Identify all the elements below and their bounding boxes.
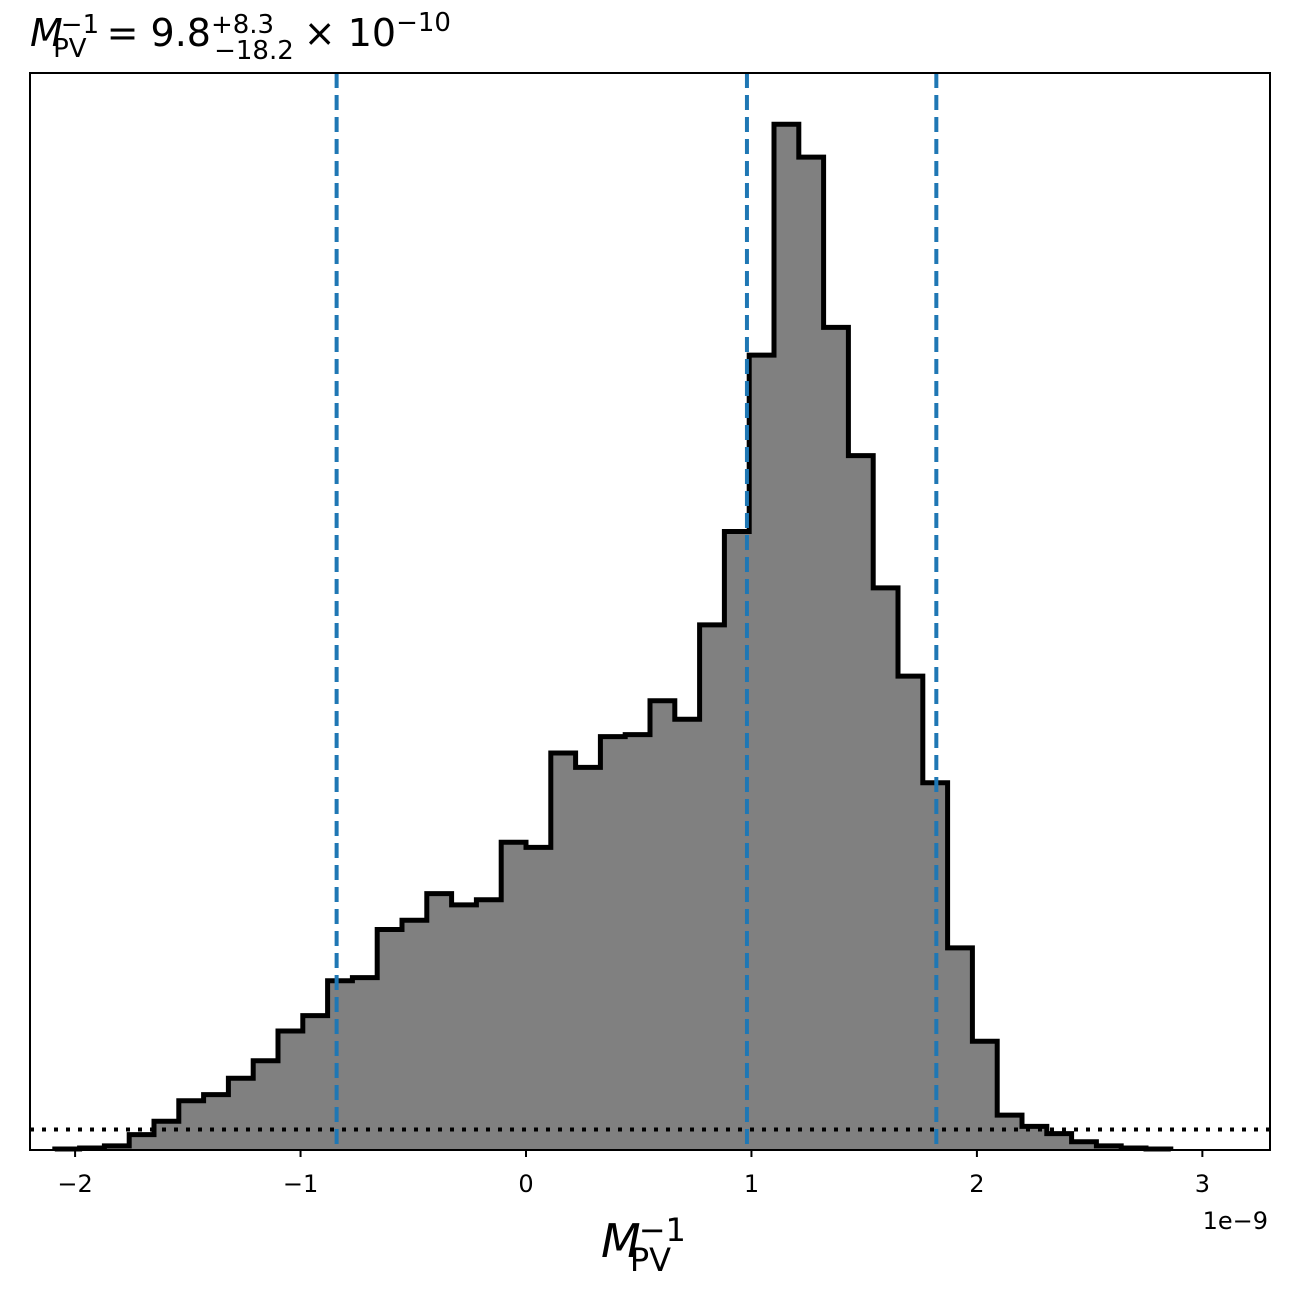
histogram-bar [774, 124, 800, 1150]
histogram-bar [253, 1060, 279, 1150]
histogram-bar [476, 899, 502, 1150]
x-axis-ticks: −2 −1 0 1 2 3 [57, 1150, 1210, 1198]
x-axis-label: M−1 PV [601, 1211, 686, 1279]
histogram-bar [823, 327, 849, 1150]
histogram-outline [52, 121, 1174, 1152]
histogram-bar [749, 355, 775, 1151]
histogram-bar [203, 1094, 229, 1150]
histogram-bar [848, 455, 874, 1150]
histogram-bar [898, 676, 924, 1150]
histogram-bar [178, 1100, 205, 1150]
title-minus-error: −18.2 [214, 36, 294, 66]
histogram-bar [997, 1115, 1023, 1150]
x-tick-label: 1 [744, 1170, 759, 1198]
x-tick-label: −2 [57, 1170, 92, 1198]
histogram-bar [426, 893, 453, 1150]
xlabel-sup: −1 [639, 1211, 686, 1249]
xlabel-sub: PV [630, 1241, 671, 1279]
x-tick-label: 0 [518, 1170, 533, 1198]
xlabel-symbol: M [601, 1214, 641, 1268]
histogram-bar [947, 947, 973, 1150]
chart-title: M−1 PV = 9.8+8.3 −18.2 × 10−10 [30, 8, 451, 66]
histogram-bar [451, 904, 477, 1150]
histogram-bar [575, 767, 601, 1150]
histogram-bar [972, 1041, 998, 1150]
title-multiplier: × 10 [304, 11, 396, 55]
histogram-bar [501, 842, 527, 1150]
histogram-bar [1046, 1133, 1073, 1150]
plot-area [30, 73, 1270, 1152]
histogram-bar [699, 624, 725, 1150]
x-offset-text: 1e−9 [1203, 1207, 1268, 1235]
histogram-bar [402, 920, 428, 1150]
histogram-bar [550, 753, 577, 1150]
histogram-bar [650, 700, 676, 1150]
title-value: = 9.8 [107, 11, 211, 55]
histogram-bar [327, 980, 353, 1150]
histogram-bar [798, 157, 825, 1150]
histogram-bar [873, 587, 899, 1150]
title-symbol-sub: PV [53, 34, 87, 64]
x-tick-label: 2 [969, 1170, 984, 1198]
histogram-bar [600, 736, 626, 1150]
histogram-bar [1022, 1126, 1048, 1150]
title-plus-error: +8.3 [211, 10, 274, 40]
histogram-bar [377, 929, 403, 1150]
histogram-bar [625, 734, 651, 1150]
histogram-bar [278, 1031, 304, 1150]
histogram-bar [228, 1078, 254, 1150]
histogram-bar [129, 1134, 155, 1150]
axes-frame [29, 72, 1271, 1151]
x-tick-label: −1 [283, 1170, 318, 1198]
title-exponent: −10 [396, 8, 451, 38]
histogram-bar [526, 847, 552, 1150]
title-symbol: M [30, 11, 63, 55]
x-tick-label: 3 [1195, 1170, 1210, 1198]
histogram-bar [1071, 1141, 1097, 1150]
histogram-bar [674, 719, 701, 1150]
title-symbol-sup: −1 [61, 10, 99, 40]
histogram-bar [154, 1121, 180, 1150]
histogram-bar [352, 977, 378, 1150]
